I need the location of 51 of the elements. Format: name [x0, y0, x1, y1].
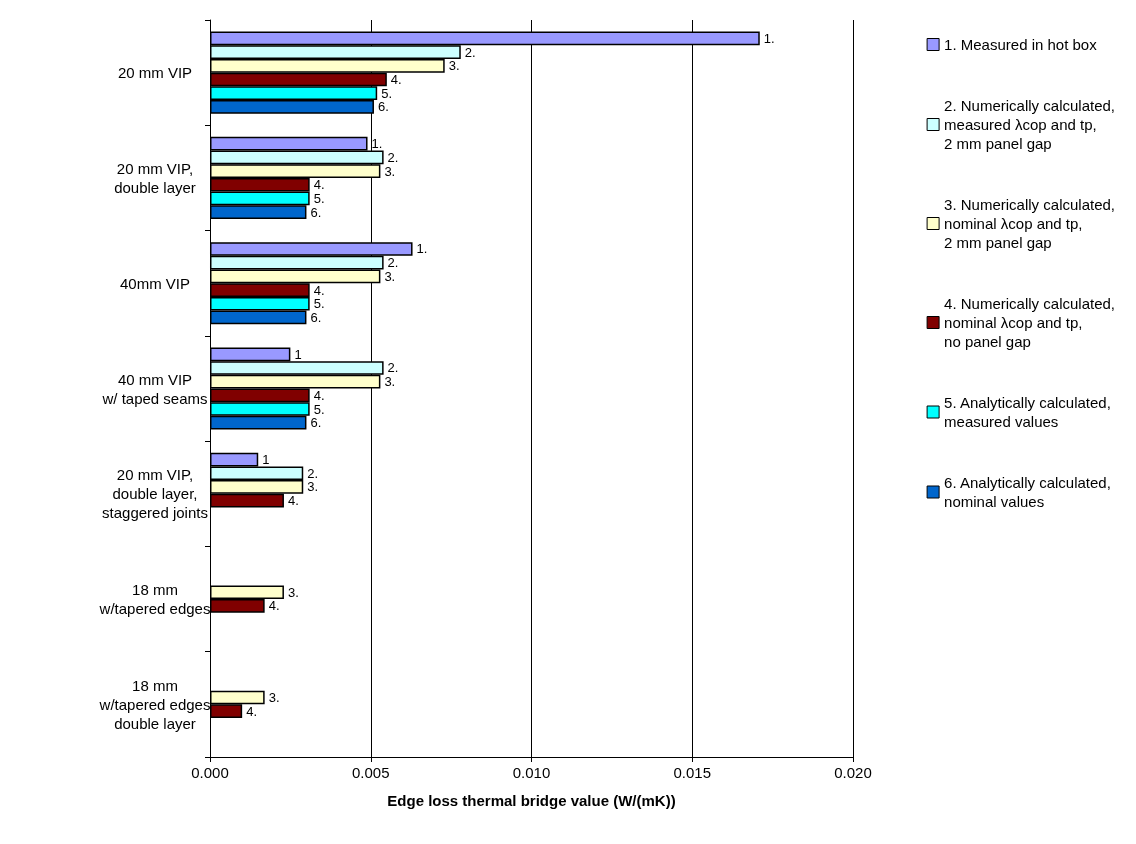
- annotation: 1.: [416, 241, 428, 257]
- y-tick-label: 40mm VIP: [119, 274, 191, 292]
- annotation: 3.: [307, 479, 319, 495]
- annotation: 4.: [268, 598, 280, 614]
- annotation: 3.: [384, 268, 396, 284]
- annotation: 5.: [381, 85, 393, 101]
- annotation: 1.: [763, 30, 775, 46]
- y-tick-label: 20 mm VIP: [117, 64, 193, 82]
- annotation: 2.: [387, 360, 399, 376]
- annotation: 5.: [313, 190, 325, 206]
- annotation: 6.: [377, 99, 389, 115]
- annotation: 1.: [371, 136, 383, 152]
- annotation: 4.: [313, 177, 325, 193]
- y-tick-label: 20 mm VIP, double layer, staggered joints: [102, 466, 208, 522]
- legend-label: 2. Numerically calculated, measured λcop and tp, 2 mm panel gap: [944, 97, 1115, 152]
- annotation: 3.: [268, 690, 280, 706]
- annotation: 6.: [310, 204, 322, 220]
- legend-label: 1. Measured in hot box: [944, 36, 1098, 53]
- annotation: 5.: [313, 401, 325, 417]
- x-tick-label: 0.010: [512, 764, 551, 781]
- annotation: 1: [262, 452, 270, 468]
- legend-label: 4. Numerically calculated, nominal λcop and tp, no panel gap: [944, 295, 1115, 350]
- annotation: 5.: [313, 296, 325, 312]
- annotation: 6.: [310, 415, 322, 431]
- annotation: 6.: [310, 309, 322, 325]
- annotation: 2.: [464, 44, 476, 60]
- annotation: 3.: [384, 374, 396, 390]
- annotation: 3.: [287, 584, 299, 600]
- annotation: 2.: [307, 465, 319, 481]
- y-tick-label: 18 mm w/tapered edges double layer: [98, 676, 211, 732]
- y-tick-label: 18 mm w/tapered edges: [98, 581, 211, 618]
- x-tick-label: 0.000: [191, 764, 229, 781]
- annotation: 2.: [387, 149, 399, 165]
- annotation: 4.: [313, 282, 325, 298]
- annotation: 4.: [246, 703, 257, 719]
- y-tick-label: 20 mm VIP, double layer: [114, 159, 196, 196]
- x-tick-label: 0.005: [351, 764, 390, 781]
- annotation: 4.: [287, 493, 299, 509]
- legend-label: 5. Analytically calculated, measured values: [944, 394, 1111, 430]
- annotation: 4.: [390, 71, 402, 87]
- annotation: 2.: [387, 255, 399, 271]
- x-axis-title: Edge loss thermal bridge value (W/(mK)): [387, 792, 676, 809]
- annotation: 4.: [313, 387, 325, 403]
- legend-label: 6. Analytically calculated, nominal values: [944, 474, 1111, 510]
- x-tick-label: 0.020: [834, 764, 872, 781]
- annotation: 3.: [448, 58, 460, 74]
- annotation: 1: [294, 346, 302, 362]
- y-tick-label: 40 mm VIP w/ taped seams: [101, 370, 208, 407]
- annotation: 3.: [384, 163, 396, 179]
- legend-label: 3. Numerically calculated, nominal λcop and tp, 2 mm panel gap: [944, 196, 1115, 251]
- x-tick-label: 0.015: [673, 764, 712, 781]
